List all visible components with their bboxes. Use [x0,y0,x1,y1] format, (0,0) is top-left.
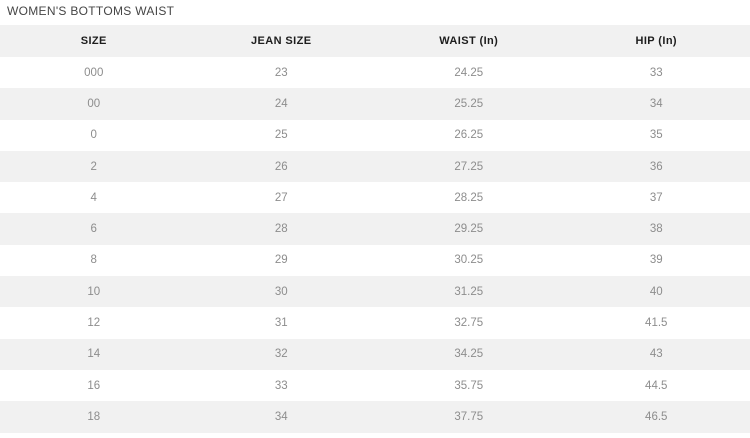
table-cell: 27.25 [454,160,484,173]
table-cell: 29 [274,254,288,267]
table-cell: 26.25 [454,129,484,142]
table-cell: 8 [90,254,97,267]
table-cell: 00 [87,97,101,110]
table-cell: 30.25 [454,254,484,267]
column-header-size: SIZE [0,25,188,57]
table-cell: 12 [87,317,101,330]
table-row: 6 28 29.25 38 [0,213,750,245]
table-cell: 32 [274,348,288,361]
table-cell: 38 [649,223,663,236]
table-row: 0 25 26.25 35 [0,119,750,151]
table-cell: 16 [87,379,101,392]
table-cell: 34.25 [454,348,484,361]
table-cell: 30 [274,285,288,298]
table-cell: 4 [90,191,97,204]
table-cell: 25 [274,129,288,142]
table-cell: 31.25 [454,285,484,298]
table-cell: 34 [649,97,663,110]
table-cell: 000 [84,66,104,79]
table-cell: 35.75 [454,379,484,392]
column-header-jean-size: JEAN SIZE [187,25,375,57]
table-cell: 25.25 [454,97,484,110]
table-cell: 43 [649,348,663,361]
size-chart-body: 000 23 24.25 33 00 24 25.25 34 0 25 26.25 35 2 26 27.2… [0,57,750,433]
table-cell: 2 [90,160,97,173]
table-row: 10 30 31.25 40 [0,276,750,308]
table-row: 18 34 37.75 46.5 [0,401,750,433]
table-cell: 10 [87,285,101,298]
table-cell: 36 [649,160,663,173]
table-cell: 0 [90,129,97,142]
table-cell: 41.5 [645,317,668,330]
table-cell: 35 [649,129,663,142]
table-cell: 39 [649,254,663,267]
table-cell: 31 [274,317,288,330]
table-cell: 37 [649,191,663,204]
table-cell: 24.25 [454,66,484,79]
size-chart-table: SIZE JEAN SIZE WAIST (In) HIP (In) 000 23… [0,25,750,433]
table-row: 2 26 27.25 36 [0,150,750,183]
table-cell: 6 [90,223,97,236]
table-row: 00 24 25.25 34 [0,88,750,120]
table-cell: 46.5 [645,410,668,423]
table-cell: 14 [87,348,101,361]
table-row: 16 33 35.75 44.5 [0,369,750,402]
page-title: WOMEN'S BOTTOMS WAIST [7,4,175,18]
table-row: 8 29 30.25 39 [0,244,750,277]
column-header-hip: HIP (In) [562,25,750,57]
size-chart-header: SIZE JEAN SIZE WAIST (In) HIP (In) [0,25,750,57]
column-header-waist: WAIST (In) [375,25,563,57]
table-cell: 40 [649,285,663,298]
table-cell: 27 [274,191,288,204]
table-cell: 24 [274,97,288,110]
table-cell: 34 [274,410,288,423]
table-cell: 23 [274,66,288,79]
table-row: 000 23 24.25 33 [0,57,750,89]
table-cell: 29.25 [454,223,484,236]
table-cell: 28 [274,223,288,236]
table-cell: 18 [87,410,101,423]
header-row: SIZE JEAN SIZE WAIST (In) HIP (In) [0,25,750,57]
table-row: 12 31 32.75 41.5 [0,307,750,339]
table-row: 4 27 28.25 37 [0,182,750,214]
table-cell: 33 [649,66,663,79]
table-row: 14 32 34.25 43 [0,338,750,370]
table-cell: 44.5 [645,379,668,392]
table-cell: 26 [274,160,288,173]
table-cell: 32.75 [454,317,484,330]
table-cell: 33 [274,379,288,392]
table-cell: 28.25 [454,191,484,204]
table-cell: 37.75 [454,410,484,423]
